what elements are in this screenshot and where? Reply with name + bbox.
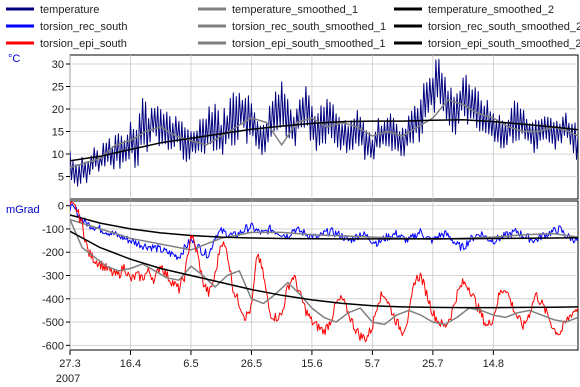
series-torsion-epi-south-smoothed-2: [70, 230, 578, 309]
y-tick-label: 30: [52, 59, 64, 71]
y-tick-label: 10: [52, 149, 64, 161]
legend: temperature temperature_smoothed_1 tempera…: [6, 4, 580, 50]
x-year-label: 2007: [56, 373, 80, 385]
legend-item-temperature-smoothed-1: temperature_smoothed_1: [198, 4, 358, 16]
legend-item-torsion-rec-south-smoothed-1: torsion_rec_south_smoothed_1: [198, 21, 386, 33]
x-tick-label: 14.8: [483, 358, 504, 370]
legend-item-torsion-epi-south-smoothed-1: torsion_epi_south_smoothed_1: [198, 38, 386, 50]
x-tick-label: 15.6: [301, 358, 322, 370]
x-axis: 27.3 16.4 6.5 26.5 15.6 5.7 25.7 14.8 2007: [56, 350, 504, 385]
legend-label: torsion_rec_south: [40, 21, 127, 33]
series-torsion-rec-south: [70, 203, 578, 260]
legend-label: torsion_epi_south_smoothed_1: [232, 38, 386, 50]
series-temperature-smoothed-2: [70, 119, 578, 162]
y-tick-label: 5: [58, 172, 64, 184]
legend-label: temperature_smoothed_1: [232, 4, 358, 16]
y-tick-label: 25: [52, 82, 64, 94]
unit-label: mGrad: [6, 204, 40, 216]
legend-label: torsion_rec_south_smoothed_1: [232, 21, 386, 33]
series-torsion-rec-south-smoothed-2: [70, 214, 578, 240]
y-tick-label: -600: [42, 340, 64, 352]
legend-label: torsion_epi_south_smoothed_2: [428, 38, 580, 50]
series-torsion-epi-south-smoothed-1: [70, 219, 578, 326]
legend-item-torsion-rec-south: torsion_rec_south: [6, 21, 127, 33]
legend-label: temperature: [40, 4, 99, 16]
series-torsion-rec-south-smoothed-1: [70, 218, 578, 251]
torsion-panel: 0 -100 -200 -300 -400 -500 -600 mGrad: [6, 200, 579, 352]
legend-item-temperature-smoothed-2: temperature_smoothed_2: [394, 4, 554, 16]
legend-label: temperature_smoothed_2: [428, 4, 554, 16]
y-tick-label: 20: [52, 104, 64, 116]
legend-label: torsion_epi_south: [40, 38, 127, 50]
temperature-panel: 5 10 15 20 25 30 °C: [8, 53, 579, 200]
x-tick-label: 27.3: [59, 358, 80, 370]
legend-item-temperature: temperature: [6, 4, 99, 16]
legend-item-torsion-rec-south-smoothed-2: torsion_rec_south_smoothed_2: [394, 21, 580, 33]
x-tick-label: 16.4: [120, 358, 141, 370]
y-tick-label: -200: [42, 247, 64, 259]
x-tick-label: 5.7: [365, 358, 380, 370]
y-tick-label: -500: [42, 317, 64, 329]
y-tick-label: -400: [42, 294, 64, 306]
legend-label: torsion_rec_south_smoothed_2: [428, 21, 580, 33]
legend-item-torsion-epi-south: torsion_epi_south: [6, 38, 127, 50]
y-tick-label: 15: [52, 127, 64, 139]
series-temperature: [70, 58, 578, 187]
y-tick-label: -300: [42, 271, 64, 283]
legend-item-torsion-epi-south-smoothed-2: torsion_epi_south_smoothed_2: [394, 38, 580, 50]
series-temperature-smoothed-1: [70, 99, 578, 169]
y-tick-label: -100: [42, 224, 64, 236]
y-tick-label: 0: [58, 201, 64, 213]
x-tick-label: 26.5: [241, 358, 262, 370]
unit-label: °C: [8, 53, 20, 65]
x-tick-label: 25.7: [422, 358, 443, 370]
series-torsion-epi-south: [70, 201, 578, 343]
x-tick-label: 6.5: [183, 358, 198, 370]
